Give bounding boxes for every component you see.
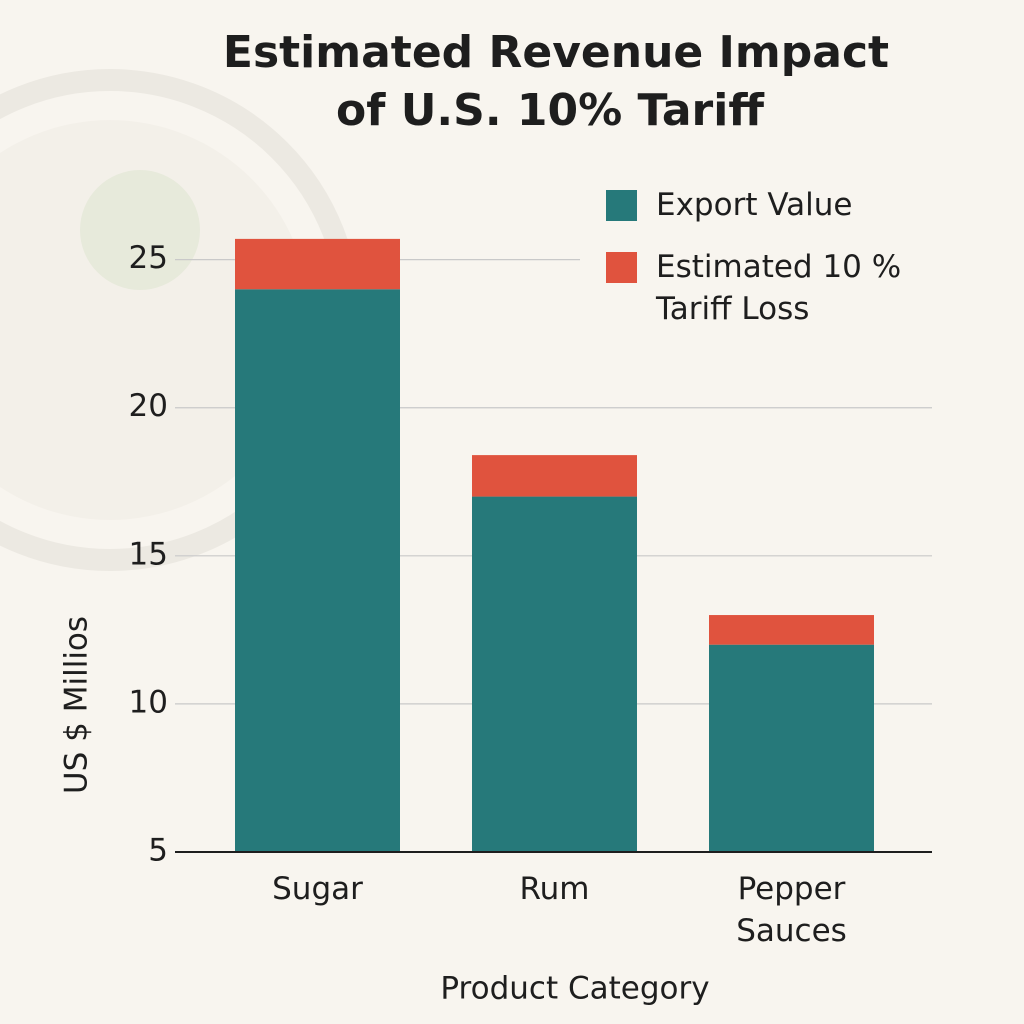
- chart-title: of U.S. 10% Tariff: [336, 85, 765, 136]
- y-tick-label: 15: [129, 536, 168, 572]
- legend-swatch: [606, 252, 637, 283]
- bar-segment: [709, 644, 874, 852]
- x-tick-label: Rum: [519, 871, 590, 907]
- y-axis-title: US $ Millios: [59, 616, 95, 794]
- bar-segment: [235, 238, 400, 290]
- x-tick-label: Pepper Sauces: [736, 871, 847, 949]
- y-tick-label: 10: [129, 684, 168, 720]
- legend-label: Estimated 10 % Tariff Loss: [656, 249, 902, 327]
- y-tick-label: 5: [148, 833, 168, 869]
- bar-segment: [472, 496, 637, 852]
- chart-title: Estimated Revenue Impact: [223, 27, 889, 78]
- x-axis-title: Product Category: [440, 971, 709, 1007]
- bar-segment: [472, 455, 637, 497]
- legend-label: Export Value: [656, 187, 853, 223]
- legend-swatch: [606, 190, 637, 221]
- bar-segment: [709, 615, 874, 645]
- bar-segment: [235, 289, 400, 852]
- legend-background: [580, 172, 960, 342]
- x-tick-label: Sugar: [272, 871, 363, 907]
- y-tick-label: 25: [129, 240, 168, 276]
- y-tick-label: 20: [129, 388, 168, 424]
- seal-watermark: [0, 69, 361, 571]
